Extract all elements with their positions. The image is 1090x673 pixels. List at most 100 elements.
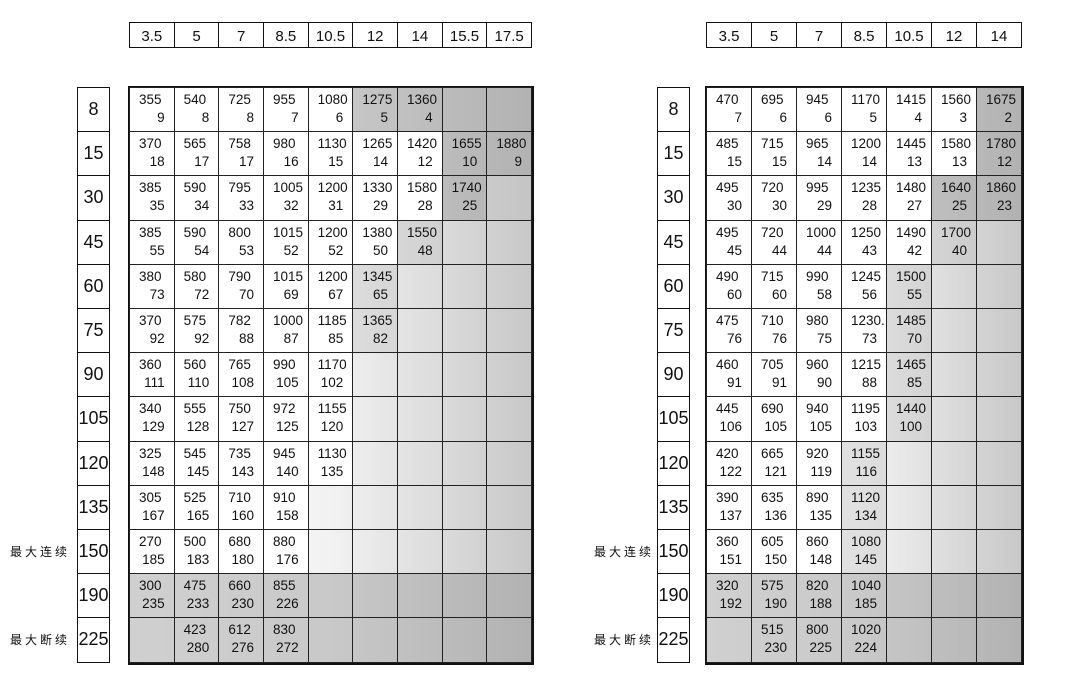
cell-secondary-value: 158 [276, 507, 299, 523]
table-cell: 540 8 [173, 87, 220, 133]
cell-primary-value: 1015 [273, 224, 304, 240]
cell-secondary-value: 190 [764, 596, 787, 612]
table-cell [931, 529, 977, 575]
cell-primary-value: 590 [183, 224, 207, 240]
table-cell: 920 119 [796, 440, 842, 486]
cell-primary-value: 355 [139, 92, 162, 107]
cell-secondary-value: 105 [764, 419, 787, 435]
table-cell [486, 484, 532, 530]
cell-primary-value: 490 [716, 268, 739, 284]
cell-primary-value: 940 [806, 401, 829, 417]
column-header: 14 [976, 22, 1022, 48]
table-cell [486, 308, 532, 354]
row-label: 120 [657, 440, 690, 486]
column-header: 14 [397, 22, 443, 48]
table-cell: 1080 6 [307, 87, 354, 133]
column-header: 7 [218, 22, 264, 48]
cell-secondary-value: 226 [276, 596, 299, 612]
cell-primary-value: 860 [806, 534, 829, 549]
cell-secondary-value: 6 [779, 110, 787, 125]
table-cell: 1655 10 [441, 131, 488, 177]
table-cell: 765 108 [218, 352, 264, 398]
table-cell [486, 87, 532, 133]
cell-primary-value: 495 [716, 224, 739, 240]
cell-primary-value: 423 [183, 622, 207, 638]
cell-primary-value: 1550 [407, 224, 438, 240]
table-cell: 880 176 [263, 529, 309, 575]
cell-primary-value: 980 [273, 136, 296, 152]
table-cell [931, 308, 977, 354]
table-cell: 575 92 [173, 308, 220, 354]
table-cell [441, 396, 488, 442]
table-cell: 555 128 [173, 396, 220, 442]
cell-secondary-value: 58 [816, 286, 832, 302]
table-cell: 715 15 [751, 131, 797, 177]
table-cell: 635 136 [751, 484, 797, 530]
cell-primary-value: 690 [761, 401, 784, 417]
cell-primary-value: 1215 [851, 357, 882, 373]
cell-secondary-value: 8 [246, 110, 254, 125]
cell-secondary-value: 88 [238, 331, 254, 346]
cell-primary-value: 1275 [362, 92, 393, 107]
cell-primary-value: 1000 [273, 313, 304, 328]
table-cell: 495 30 [706, 175, 752, 221]
cell-primary-value: 1360 [407, 92, 438, 107]
table-cell: 758 17 [218, 131, 264, 177]
cell-secondary-value: 102 [320, 375, 344, 391]
cell-secondary-value: 3 [959, 110, 967, 125]
cell-primary-value: 1200 [317, 268, 348, 284]
cell-secondary-value: 137 [719, 507, 742, 523]
cell-primary-value: 470 [716, 92, 739, 107]
cell-secondary-value: 35 [149, 198, 165, 214]
cell-primary-value: 720 [761, 180, 784, 196]
table-cell [886, 484, 932, 530]
table-cell: 470 7 [706, 87, 752, 133]
table-cell [886, 529, 932, 575]
cell-secondary-value: 55 [149, 242, 165, 258]
cell-secondary-value: 235 [142, 596, 165, 612]
table-cell: 1230. 73 [841, 308, 887, 354]
table-cell [397, 263, 443, 309]
cell-secondary-value: 70 [906, 331, 922, 346]
cell-primary-value: 555 [183, 401, 207, 417]
cell-secondary-value: 192 [719, 596, 742, 612]
cell-primary-value: 1490 [896, 224, 927, 240]
table-cell: 475 76 [706, 308, 752, 354]
cell-secondary-value: 45 [726, 242, 742, 258]
table-cell [486, 573, 532, 619]
column-header: 10.5 [307, 22, 354, 48]
table-cell [486, 219, 532, 265]
table-cell [441, 219, 488, 265]
table-cell: 545 145 [173, 440, 220, 486]
cell-primary-value: 965 [806, 136, 829, 152]
table-cell [976, 529, 1022, 575]
cell-secondary-value: 48 [417, 242, 433, 258]
cell-primary-value: 540 [183, 92, 207, 107]
table-cell: 830 272 [263, 617, 309, 663]
cell-secondary-value: 105 [809, 419, 832, 435]
cell-primary-value: 680 [228, 534, 251, 549]
table-cell [441, 308, 488, 354]
table-cell: 420 122 [706, 440, 752, 486]
table-cell [397, 573, 443, 619]
table-cell: 945 140 [263, 440, 309, 486]
cell-primary-value: 580 [183, 268, 207, 284]
table-cell: 715 60 [751, 263, 797, 309]
cell-primary-value: 1365 [362, 313, 393, 328]
table-cell: 855 226 [263, 573, 309, 619]
cell-primary-value: 300 [139, 578, 162, 594]
cell-secondary-value: 12 [417, 154, 433, 170]
table-cell [486, 617, 532, 663]
table-cell [441, 617, 488, 663]
row-label: 135 [657, 484, 690, 530]
cell-primary-value: 390 [716, 489, 739, 505]
table-cell: 360 151 [706, 529, 752, 575]
table-cell [397, 352, 443, 398]
cell-secondary-value: 13 [906, 154, 922, 170]
table-cell: 1250 43 [841, 219, 887, 265]
cell-secondary-value: 148 [142, 463, 165, 479]
table-cell: 380 73 [129, 263, 175, 309]
table-cell: 1860 23 [976, 175, 1022, 221]
table-cell: 590 54 [173, 219, 220, 265]
table-cell: 665 121 [751, 440, 797, 486]
